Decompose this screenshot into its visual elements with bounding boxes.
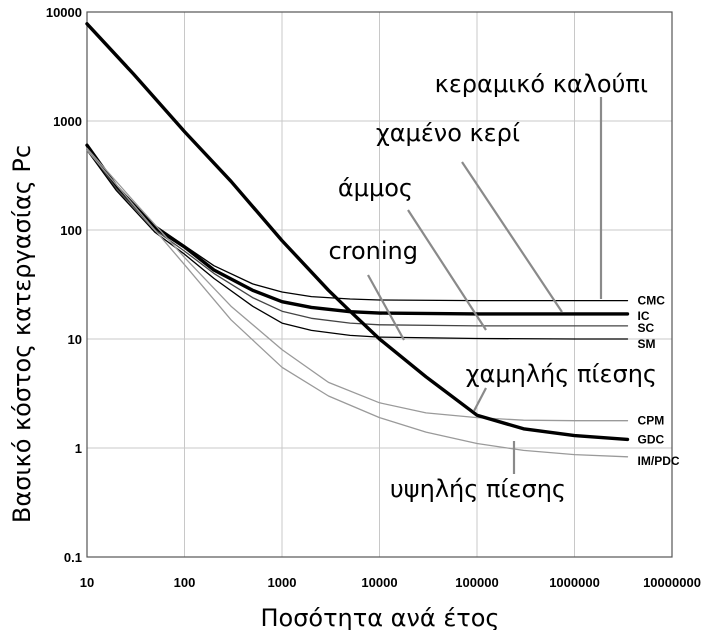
y-tick-label: 1000 [53,114,82,129]
y-tick-label: 10 [68,332,82,347]
series-layer [85,22,630,458]
annotation-ceramic-mold: κεραμικό καλούπι [435,70,648,98]
annotation-sand: άμμος [338,174,413,202]
series-label-cmc: CMC [638,294,666,308]
x-axis-label: Ποσότητα ανά έτος [260,604,499,630]
series-label-ic: IC [638,309,650,323]
x-tick-label: 10000 [361,575,397,590]
series-line-gdc [85,22,630,442]
leader-gdc [473,387,487,412]
series-line-cpm [86,147,629,422]
x-tick-label: 10000000 [643,575,701,590]
series-label-sc: SC [638,321,655,335]
y-tick-label: 1 [75,441,82,456]
annotation-croning: croning [328,237,418,265]
series-line-ic [85,143,630,316]
series-label-cpm: CPM [638,414,665,428]
leader-sm [367,274,405,341]
plot-frame [86,11,673,558]
y-tick-label: 0.1 [64,550,82,565]
annotation-high-pressure: υψηλής πίεσης [390,475,566,503]
series-line-cmc [86,147,629,302]
y-tick-label: 100 [60,223,82,238]
y-axis-label: Βασικό κόστος κατεργασίας Pc [8,145,36,523]
x-tick-label: 1000 [268,575,297,590]
leader-ic [461,161,563,313]
x-tick-label: 1000000 [549,575,600,590]
annotation-lost-wax: χαμένο κερί [376,119,520,147]
series-label-gdc: GDC [638,432,665,446]
annotation-leaders [367,97,603,474]
leader-sc [407,209,487,331]
tick-layer: 10 100 1000 10000 100000 1000000 10000000 0.1 1 1… [46,5,701,590]
series-line-im-pdc [86,149,629,458]
y-tick-label: 10000 [46,5,82,20]
series-label-sm: SM [638,337,656,351]
x-tick-label: 100000 [455,575,498,590]
x-tick-label: 10 [80,575,94,590]
x-tick-label: 100 [174,575,196,590]
annotation-low-pressure: χαμηλής πίεσης [466,360,657,388]
series-label-im-pdc: IM/PDC [638,454,680,468]
series-line-sm [86,149,629,340]
